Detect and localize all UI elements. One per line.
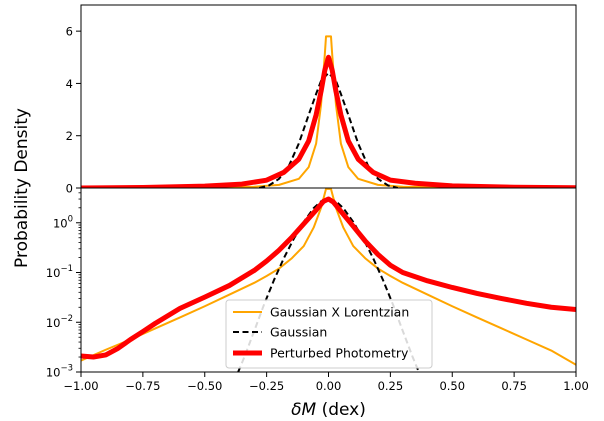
xtick-label: 0.50 [439,379,465,393]
xtick-label: −0.75 [125,379,160,393]
legend-box [225,299,433,369]
top-series-perturbed-photometry [81,54,576,188]
xtick-label: 0.00 [316,379,342,393]
bottom-series-gaussian [237,198,420,372]
bottom-panel: 10−3 10−2 10−1 100 −1.00 −0.75 −0.50 −0.25 0.00… [46,187,589,393]
bottom-series-group [81,188,576,372]
top-ytick-label: 2 [66,129,73,143]
legend-label-gaussian: Gaussian [270,325,327,340]
xtick-label: 0.75 [501,379,527,393]
legend: Gaussian X Lorentzian Gaussian Perturbed… [225,299,433,369]
y-axis-label: Probability Density [12,108,32,268]
top-ytick-label: 0 [66,182,73,196]
bottom-yticks: 10−3 10−2 10−1 100 [46,187,81,380]
bottom-ytick-label: 10−2 [46,314,73,330]
xtick-label: 1.00 [563,379,589,393]
bottom-xticks: −1.00 −0.75 −0.50 −0.25 0.00 0.25 0.50 0.75 1.00 [63,372,589,393]
top-series-gaussian-x-lorentzian [81,35,576,188]
top-ytick-label: 6 [66,25,73,39]
bottom-panel-frame [80,187,577,373]
x-axis-label: δM (dex) [291,400,366,420]
top-series-group [81,35,576,188]
bottom-ytick-label: 100 [53,214,73,230]
top-panel: 0 2 4 6 [66,4,577,196]
legend-label-perturbed-photometry: Perturbed Photometry [270,346,409,361]
x-axis-label-symbol: δM [291,400,316,420]
bottom-ytick-label: 10−1 [46,264,73,280]
xtick-label: −0.25 [249,379,284,393]
top-ytick-label: 4 [66,77,73,91]
xtick-label: −0.50 [187,379,222,393]
bottom-series-gaussian-x-lorentzian [81,188,576,366]
bottom-ytick-label: 10−3 [46,364,73,380]
bottom-series-perturbed-photometry [81,196,576,360]
legend-label-gaussian-x-lorentzian: Gaussian X Lorentzian [270,305,409,320]
xtick-label: 0.25 [378,379,404,393]
xtick-label: −1.00 [63,379,98,393]
x-axis-label-unit: (dex) [316,400,366,420]
